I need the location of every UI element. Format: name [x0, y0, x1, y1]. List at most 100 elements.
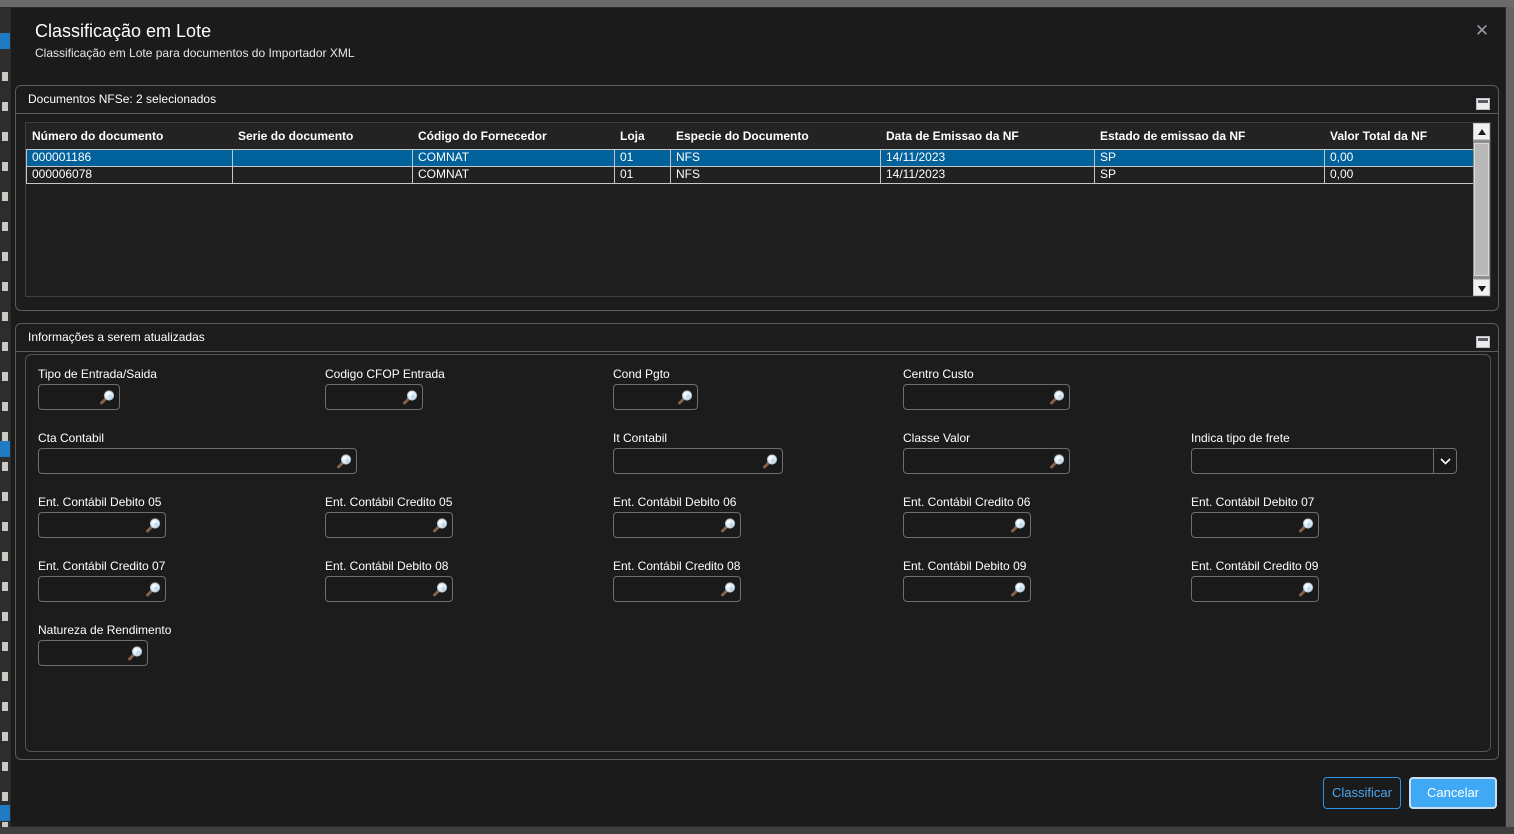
magnifier-icon[interactable]	[719, 517, 736, 534]
table-cell: SP	[1095, 167, 1325, 183]
classe-valor-input[interactable]	[908, 450, 1045, 472]
table-cell: NFS	[671, 167, 881, 183]
column-header-especie-do-documento[interactable]: Especie do Documento	[676, 129, 809, 143]
scrollbar-thumb[interactable]	[1474, 143, 1489, 276]
background-sidebar-highlight	[0, 805, 10, 821]
it-contabil-lookup-box	[613, 448, 783, 474]
table-cell: COMNAT	[413, 167, 615, 183]
magnifier-icon[interactable]	[1297, 517, 1314, 534]
magnifier-icon[interactable]	[1009, 581, 1026, 598]
magnifier-icon[interactable]	[98, 389, 115, 406]
column-header-numero-do-documento[interactable]: Número do documento	[32, 129, 164, 143]
magnifier-icon[interactable]	[1048, 389, 1065, 406]
magnifier-icon[interactable]	[1048, 453, 1065, 470]
field-label: Ent. Contábil Debito 05	[38, 495, 162, 509]
magnifier-icon[interactable]	[1009, 517, 1026, 534]
magnifier-icon[interactable]	[761, 453, 778, 470]
table-vertical-scrollbar[interactable]	[1473, 123, 1490, 296]
cond-pgto-lookup-box	[613, 384, 698, 410]
table-cell: COMNAT	[413, 150, 615, 166]
cta-contabil-lookup-box	[38, 448, 357, 474]
ent-contabil-credito-07-input[interactable]	[43, 578, 141, 600]
cond-pgto-input[interactable]	[618, 386, 673, 408]
table-cell: 01	[615, 150, 671, 166]
page-subtitle: Classificação em Lote para documentos do…	[35, 46, 355, 60]
ent-contabil-credito-06-input[interactable]	[908, 514, 1006, 536]
it-contabil-input[interactable]	[618, 450, 758, 472]
ent-contabil-credito-05-lookup-box	[325, 512, 453, 538]
panel-collapse-icon[interactable]	[1476, 331, 1490, 348]
panel-documentos-header: Documentos NFSe: 2 selecionados	[16, 86, 1498, 114]
documents-table-grid: Número do documento Serie do documento Cód…	[26, 123, 1473, 296]
panel-informacoes-header: Informações a serem atualizadas	[16, 324, 1498, 352]
scroll-down-arrow-icon[interactable]	[1473, 279, 1490, 296]
tipo-de-entrada-saida-lookup-box	[38, 384, 120, 410]
magnifier-icon[interactable]	[719, 581, 736, 598]
background-sidebar-highlight	[0, 33, 10, 49]
ent-contabil-debito-09-input[interactable]	[908, 578, 1006, 600]
ent-contabil-credito-08-lookup-box	[613, 576, 741, 602]
field-label: Ent. Contábil Debito 07	[1191, 495, 1315, 509]
ent-contabil-credito-09-input[interactable]	[1196, 578, 1294, 600]
column-header-serie-do-documento[interactable]: Serie do documento	[238, 129, 354, 143]
classe-valor-lookup-box	[903, 448, 1070, 474]
magnifier-icon[interactable]	[1297, 581, 1314, 598]
ent-contabil-credito-09-lookup-box	[1191, 576, 1319, 602]
table-row[interactable]: 000001186 COMNAT 01 NFS 14/11/2023 SP 0,00	[26, 150, 1473, 167]
ent-contabil-credito-08-input[interactable]	[618, 578, 716, 600]
table-cell: 01	[615, 167, 671, 183]
panel-informacoes-title: Informações a serem atualizadas	[28, 330, 205, 344]
field-label: Ent. Contábil Credito 08	[613, 559, 741, 573]
field-ent-contabil-credito-08: Ent. Contábil Credito 08	[613, 559, 741, 602]
magnifier-icon[interactable]	[126, 645, 143, 662]
ent-contabil-credito-05-input[interactable]	[330, 514, 428, 536]
cancelar-button[interactable]: Cancelar	[1409, 777, 1497, 809]
background-window-top-edge	[0, 0, 1514, 7]
field-label: Ent. Contábil Debito 06	[613, 495, 737, 509]
column-header-data-de-emissao-da-nf[interactable]: Data de Emissao da NF	[886, 129, 1019, 143]
field-cond-pgto: Cond Pgto	[613, 367, 698, 410]
panel-collapse-icon[interactable]	[1476, 93, 1490, 110]
codigo-cfop-entrada-input[interactable]	[330, 386, 398, 408]
cta-contabil-input[interactable]	[43, 450, 332, 472]
magnifier-icon[interactable]	[144, 581, 161, 598]
ent-contabil-debito-05-input[interactable]	[43, 514, 141, 536]
magnifier-icon[interactable]	[401, 389, 418, 406]
field-ent-contabil-debito-08: Ent. Contábil Debito 08	[325, 559, 453, 602]
column-header-codigo-do-fornecedor[interactable]: Código do Fornecedor	[418, 129, 547, 143]
ent-contabil-debito-08-input[interactable]	[330, 578, 428, 600]
field-label: Ent. Contábil Credito 07	[38, 559, 166, 573]
close-icon[interactable]: ✕	[1474, 21, 1490, 40]
form-fieldset: Tipo de Entrada/Saida Codigo CFOP Entrada…	[25, 354, 1491, 752]
magnifier-icon[interactable]	[335, 453, 352, 470]
scroll-up-arrow-icon[interactable]	[1473, 123, 1490, 140]
ent-contabil-debito-06-input[interactable]	[618, 514, 716, 536]
ent-contabil-debito-07-input[interactable]	[1196, 514, 1294, 536]
magnifier-icon[interactable]	[431, 581, 448, 598]
field-label: Ent. Contábil Debito 09	[903, 559, 1027, 573]
column-header-estado-de-emissao-da-nf[interactable]: Estado de emissao da NF	[1100, 129, 1246, 143]
magnifier-icon[interactable]	[676, 389, 693, 406]
field-natureza-de-rendimento: Natureza de Rendimento	[38, 623, 171, 666]
magnifier-icon[interactable]	[144, 517, 161, 534]
natureza-de-rendimento-input[interactable]	[43, 642, 123, 664]
field-ent-contabil-credito-05: Ent. Contábil Credito 05	[325, 495, 453, 538]
page-title: Classificação em Lote	[35, 21, 212, 41]
field-label: Ent. Contábil Credito 06	[903, 495, 1031, 509]
centro-custo-input[interactable]	[908, 386, 1045, 408]
indica-tipo-de-frete-select[interactable]	[1191, 448, 1457, 474]
ent-contabil-debito-05-lookup-box	[38, 512, 166, 538]
table-header-row: Número do documento Serie do documento Cód…	[26, 123, 1473, 149]
panel-informacoes: Informações a serem atualizadas Tipo de …	[15, 323, 1499, 760]
natureza-de-rendimento-lookup-box	[38, 640, 148, 666]
field-label: Classe Valor	[903, 431, 971, 445]
classificar-button[interactable]: Classificar	[1323, 777, 1401, 809]
tipo-de-entrada-saida-input[interactable]	[43, 386, 95, 408]
chevron-down-icon[interactable]	[1433, 449, 1456, 473]
field-ent-contabil-debito-09: Ent. Contábil Debito 09	[903, 559, 1031, 602]
column-header-valor-total-da-nf[interactable]: Valor Total da NF	[1330, 129, 1428, 143]
column-header-loja[interactable]: Loja	[620, 129, 645, 143]
field-ent-contabil-debito-05: Ent. Contábil Debito 05	[38, 495, 166, 538]
table-row[interactable]: 000006078 COMNAT 01 NFS 14/11/2023 SP 0,00	[26, 167, 1473, 184]
magnifier-icon[interactable]	[431, 517, 448, 534]
